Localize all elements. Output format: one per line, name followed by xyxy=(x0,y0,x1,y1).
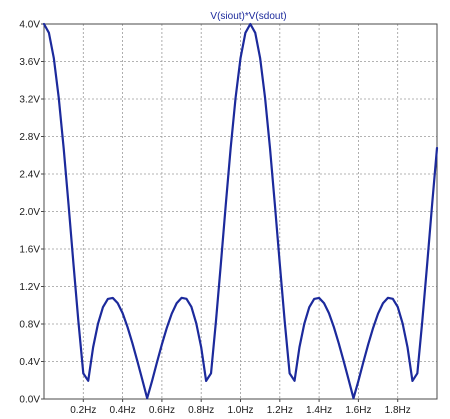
y-tick-label: 1.6V xyxy=(19,245,40,256)
y-tick-label: 4.0V xyxy=(19,20,40,31)
x-tick-label: 0.6Hz xyxy=(149,405,175,416)
x-tick-label: 1.0Hz xyxy=(227,405,253,416)
x-tick-label: 1.2Hz xyxy=(267,405,293,416)
trace-title: V(siout)*V(sdout) xyxy=(210,11,286,22)
x-tick-label: 1.6Hz xyxy=(345,405,371,416)
x-axis-ticks: 0.2Hz 0.4Hz 0.6Hz 0.8Hz 1.0Hz 1.2Hz 1.4Hz 1.6Hz… xyxy=(70,399,411,416)
y-tick-label: 3.2V xyxy=(19,95,40,106)
series-group xyxy=(42,22,439,400)
series-line-1 xyxy=(42,22,439,400)
y-tick-label: 0.8V xyxy=(19,320,40,331)
y-tick-label: 3.6V xyxy=(19,57,40,68)
grid xyxy=(44,24,437,399)
x-tick-label: 0.8Hz xyxy=(188,405,214,416)
y-tick-label: 2.0V xyxy=(19,207,40,218)
x-tick-label: 0.4Hz xyxy=(110,405,136,416)
y-axis-ticks: 0.0V 0.4V 0.8V 1.2V 1.6V 2.0V 2.4V 2.8V 3.2V 3.6V… xyxy=(19,20,44,406)
y-tick-label: 1.2V xyxy=(19,282,40,293)
x-tick-label: 1.4Hz xyxy=(306,405,332,416)
y-tick-label: 0.4V xyxy=(19,357,40,368)
x-tick-label: 0.2Hz xyxy=(70,405,96,416)
y-tick-label: 2.8V xyxy=(19,132,40,143)
y-tick-label: 2.4V xyxy=(19,170,40,181)
x-tick-label: 1.8Hz xyxy=(385,405,411,416)
y-tick-label: 0.0V xyxy=(19,395,40,406)
